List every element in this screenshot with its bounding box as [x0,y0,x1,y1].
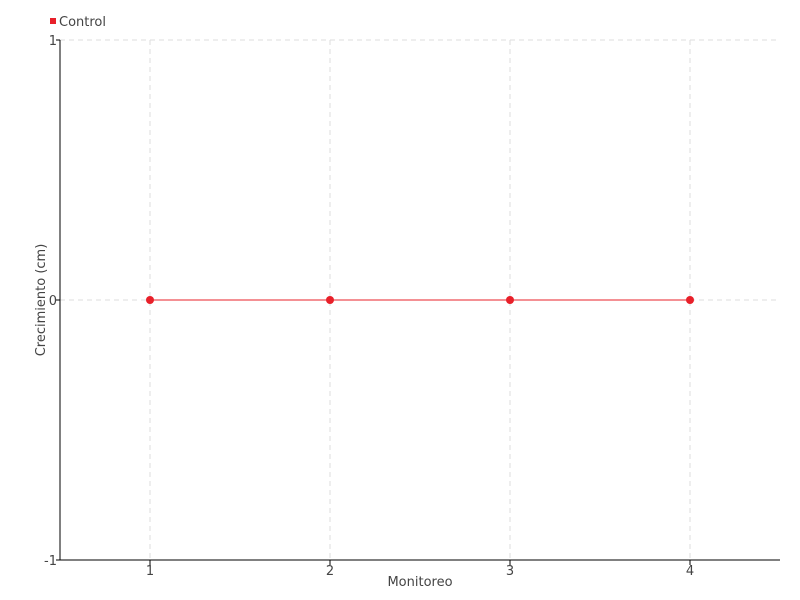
data-point [146,296,154,304]
y-axis-label: Crecimiento (cm) [34,244,49,357]
data-point [686,296,694,304]
legend-label: Control [59,15,106,30]
ticks: 1 2 3 4 -1 0 1 [44,34,694,579]
x-axis-label: Monitoreo [387,575,452,590]
legend-swatch [50,18,56,24]
series-layer [146,296,694,304]
x-tick-label: 2 [326,564,334,579]
legend[interactable]: Control [50,15,106,30]
data-point [326,296,334,304]
y-tick-label: 0 [49,294,57,309]
y-tick-label: 1 [49,34,57,49]
y-tick-label: -1 [44,554,57,569]
x-tick-label: 4 [686,564,694,579]
data-point [506,296,514,304]
x-tick-label: 1 [146,564,154,579]
x-tick-label: 3 [506,564,514,579]
